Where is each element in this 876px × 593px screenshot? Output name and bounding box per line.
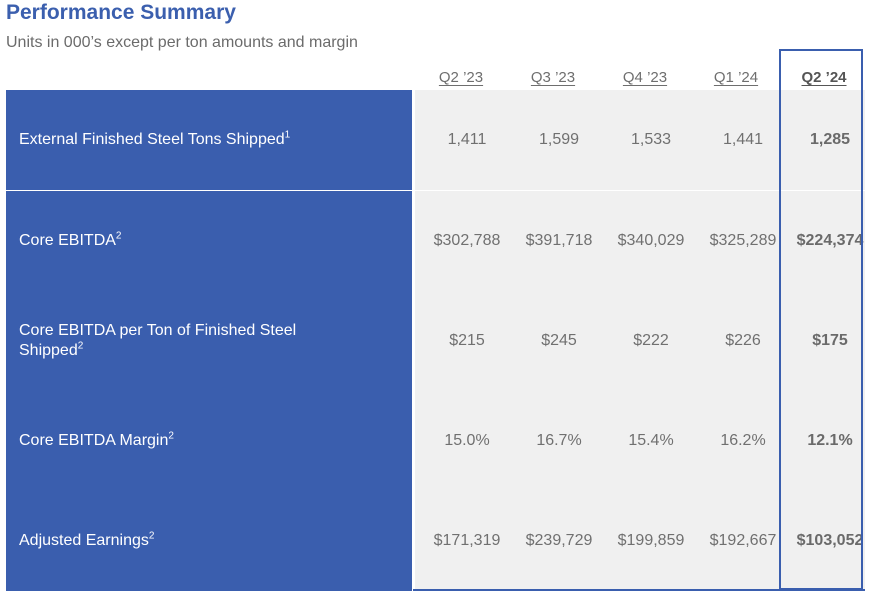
table-cell: 1,533 [630, 131, 672, 148]
table-row: Core EBITDA per Ton of Finished Steel Sh… [6, 291, 865, 391]
column-header-q1-24: Q1 ’24 [713, 69, 759, 86]
table-cell: $215 [449, 332, 485, 349]
table-cell-highlight: $224,374 [796, 232, 864, 249]
row-values: $302,788 $391,718 $340,029 $325,289 $224… [415, 191, 865, 291]
table-row: External Finished Steel Tons Shipped1 1,… [6, 90, 865, 190]
row-label: Core EBITDA2 [6, 191, 412, 291]
row-values: $171,319 $239,729 $199,859 $192,667 $103… [415, 491, 865, 591]
table-cell-highlight: $175 [812, 332, 848, 349]
table-cell-highlight: 12.1% [807, 432, 853, 449]
page-title: Performance Summary [6, 1, 236, 24]
column-header-q2-23: Q2 ’23 [438, 69, 484, 86]
table-row: Core EBITDA Margin2 15.0% 16.7% 15.4% 16… [6, 391, 865, 491]
table-cell: $226 [725, 332, 761, 349]
row-values: $215 $245 $222 $226 $175 [415, 291, 865, 391]
table-cell: $245 [541, 332, 577, 349]
row-label: Core EBITDA Margin2 [6, 391, 412, 491]
column-header-q3-23: Q3 ’23 [530, 69, 576, 86]
row-label: External Finished Steel Tons Shipped1 [6, 90, 412, 190]
table-row: Adjusted Earnings2 $171,319 $239,729 $19… [6, 491, 865, 591]
table-cell: 1,599 [538, 131, 580, 148]
table-cell: $302,788 [433, 232, 501, 249]
table-cell: $325,289 [709, 232, 777, 249]
table-cell: $199,859 [617, 532, 685, 549]
column-header-q2-24: Q2 ’24 [801, 69, 847, 86]
row-label: Core EBITDA per Ton of Finished Steel Sh… [6, 291, 412, 391]
table-row: Core EBITDA2 $302,788 $391,718 $340,029 … [6, 191, 865, 291]
table-cell: 16.7% [536, 432, 582, 449]
table-cell-highlight: 1,285 [809, 131, 851, 148]
row-label: Adjusted Earnings2 [6, 491, 412, 591]
table-cell: $340,029 [617, 232, 685, 249]
table-cell: $192,667 [709, 532, 777, 549]
table-cell: $171,319 [433, 532, 501, 549]
row-values: 1,411 1,599 1,533 1,441 1,285 [415, 90, 865, 190]
table-cell: $222 [633, 332, 669, 349]
table-cell: 1,411 [447, 131, 487, 148]
table-cell: 15.0% [444, 432, 490, 449]
table-cell: 15.4% [628, 432, 674, 449]
column-header-q4-23: Q4 ’23 [622, 69, 668, 86]
table-cell: 16.2% [720, 432, 766, 449]
page-subtitle: Units in 000’s except per ton amounts an… [6, 34, 358, 51]
table-cell: 1,441 [722, 131, 764, 148]
row-values: 15.0% 16.7% 15.4% 16.2% 12.1% [415, 391, 865, 491]
table-cell: $239,729 [525, 532, 593, 549]
table-cell: $391,718 [525, 232, 593, 249]
table-cell-highlight: $103,052 [796, 532, 864, 549]
table-bottom-border [413, 589, 865, 591]
